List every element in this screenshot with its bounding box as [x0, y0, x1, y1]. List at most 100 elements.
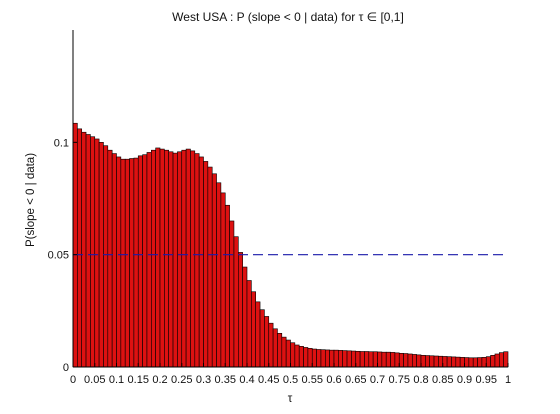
- x-axis-label: τ: [288, 393, 293, 405]
- histogram-bar: [281, 336, 287, 368]
- histogram-bar: [98, 142, 104, 368]
- x-tick-label: 0.05: [84, 374, 105, 386]
- histogram-bar: [233, 236, 239, 368]
- x-tick-label: 0.35: [215, 374, 236, 386]
- histogram-bar: [172, 152, 178, 368]
- histogram-bar: [94, 138, 100, 368]
- histogram-bar: [107, 149, 113, 368]
- histogram-bar: [494, 353, 500, 368]
- x-ticks: 0 0.05 0.1 0.15 0.2 0.25 0.3 0.35 0.4 0.45 0.5 0.55…: [70, 363, 511, 386]
- histogram-bar: [190, 150, 196, 368]
- histogram-bar: [151, 149, 156, 368]
- x-tick-label: 0.85: [432, 374, 453, 386]
- x-tick-label: 0.55: [302, 374, 323, 386]
- histogram-bar: [425, 355, 431, 368]
- histogram-bar: [485, 356, 491, 368]
- histogram-bar: [346, 350, 352, 368]
- histogram-bar: [133, 157, 139, 368]
- histogram-bar: [407, 353, 413, 368]
- histogram-bar: [359, 351, 365, 368]
- histogram-bar: [116, 156, 122, 368]
- histogram-bar: [398, 352, 404, 368]
- histogram-bar: [259, 309, 265, 368]
- histogram-bar: [181, 149, 187, 368]
- histogram-bar: [438, 355, 444, 368]
- histogram-bar: [498, 352, 504, 368]
- histogram-bar: [333, 349, 339, 368]
- x-tick-label: 0.3: [196, 374, 211, 386]
- histogram-bar: [316, 349, 322, 368]
- x-tick-label: 0.1: [109, 374, 124, 386]
- histogram-bar: [385, 351, 391, 368]
- histogram-bar: [285, 339, 291, 368]
- histogram-bar: [459, 357, 465, 368]
- histogram-bar: [351, 350, 357, 368]
- histogram-bar: [77, 128, 82, 368]
- histogram-bar: [342, 350, 348, 368]
- y-ticks: 0 0.05 0.1: [48, 137, 77, 374]
- histogram-bar: [198, 156, 204, 368]
- histogram-bar: [277, 332, 283, 368]
- bars-group: [72, 122, 509, 368]
- histogram-bar: [268, 322, 274, 368]
- x-tick-label: 0.25: [171, 374, 192, 386]
- histogram-bar: [442, 356, 448, 368]
- histogram-bar: [246, 280, 252, 368]
- x-tick-label: 0.4: [239, 374, 254, 386]
- histogram-bar: [464, 357, 470, 368]
- x-tick-label: 0.5: [283, 374, 298, 386]
- histogram-bar: [429, 355, 435, 368]
- histogram-bar: [177, 151, 183, 368]
- histogram-bar: [481, 357, 487, 368]
- histogram-bar: [324, 349, 330, 368]
- histogram-bar: [294, 344, 300, 368]
- x-tick-label: 0.45: [258, 374, 279, 386]
- histogram-bar: [111, 153, 117, 368]
- histogram-bar: [142, 154, 148, 368]
- histogram-bar: [390, 352, 396, 368]
- histogram-bar: [394, 352, 400, 368]
- histogram-bar: [381, 351, 387, 368]
- y-tick-label: 0.05: [48, 250, 69, 262]
- histogram-bar: [503, 351, 509, 368]
- histogram-bar: [490, 355, 496, 368]
- y-tick-label: 0: [63, 362, 69, 374]
- histogram-bar: [372, 351, 378, 368]
- histogram-bar: [129, 158, 135, 368]
- histogram-bar: [207, 166, 213, 368]
- histogram-bar: [124, 158, 130, 368]
- histogram-bar: [203, 161, 209, 368]
- histogram-bar: [272, 328, 278, 368]
- histogram-bar: [368, 351, 374, 368]
- histogram-bar: [416, 354, 422, 368]
- chart-title: West USA : P (slope < 0 | data) for τ ∈ …: [172, 10, 404, 24]
- histogram-bar: [159, 148, 165, 368]
- histogram-bar: [355, 350, 361, 368]
- histogram-bar: [468, 357, 474, 368]
- histogram-bar: [472, 357, 478, 368]
- histogram-bar: [81, 131, 87, 368]
- x-tick-label: 0.95: [476, 374, 497, 386]
- x-tick-label: 0.75: [389, 374, 410, 386]
- histogram-bar: [211, 173, 217, 368]
- histogram-bar: [455, 356, 461, 368]
- histogram-bar: [364, 351, 370, 368]
- histogram-bar: [320, 349, 326, 368]
- x-tick-label: 0: [70, 374, 76, 386]
- histogram-bar: [220, 192, 226, 368]
- histogram-bar: [155, 147, 161, 368]
- histogram-bar: [120, 158, 126, 368]
- histogram-bar: [90, 136, 96, 368]
- histogram-bar: [451, 356, 457, 368]
- histogram-bar: [477, 357, 483, 368]
- histogram-bar: [238, 252, 243, 368]
- histogram-bar: [290, 342, 296, 368]
- histogram-bar: [403, 353, 409, 368]
- histogram-bar: [146, 152, 152, 368]
- histogram-bar: [251, 291, 257, 368]
- x-tick-label: 1: [505, 374, 511, 386]
- x-tick-label: 0.65: [345, 374, 366, 386]
- histogram-bar: [72, 122, 78, 368]
- x-tick-label: 0.7: [370, 374, 385, 386]
